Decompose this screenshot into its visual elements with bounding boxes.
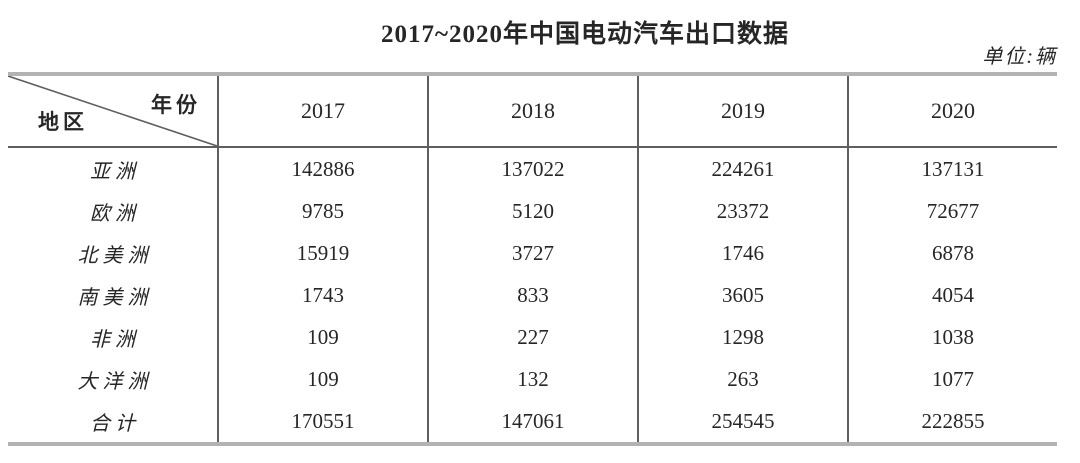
column-header-2017: 2017: [217, 76, 427, 148]
table-cell: 23372: [637, 190, 847, 232]
table-cell: 254545: [637, 400, 847, 442]
column-header-2019: 2019: [637, 76, 847, 148]
table-cell: 137131: [847, 148, 1057, 190]
corner-label-year: 年份: [151, 94, 201, 117]
table-title: 2017~2020年中国电动汽车出口数据: [380, 21, 789, 48]
table-cell: 5120: [427, 190, 637, 232]
row-label-oceania: 大洋洲: [8, 358, 217, 400]
column-header-2018: 2018: [427, 76, 637, 148]
row-label-north-america: 北美洲: [8, 232, 217, 274]
table-cell: 170551: [217, 400, 427, 442]
table-cell: 4054: [847, 274, 1057, 316]
column-header-2020: 2020: [847, 76, 1057, 148]
table-cell: 1743: [217, 274, 427, 316]
table-cell: 1077: [847, 358, 1057, 400]
row-label-africa: 非洲: [8, 316, 217, 358]
row-label-europe: 欧洲: [8, 190, 217, 232]
ev-export-table: 年份 地区 2017 2018 2019 2020 亚洲 142886 1370…: [8, 72, 1057, 446]
table-cell: 109: [217, 358, 427, 400]
table-cell: 132: [427, 358, 637, 400]
table-cell: 142886: [217, 148, 427, 190]
table-cell: 227: [427, 316, 637, 358]
diagonal-divider-line: [8, 76, 217, 146]
table-cell: 1746: [637, 232, 847, 274]
table-cell: 9785: [217, 190, 427, 232]
table-cell: 6878: [847, 232, 1057, 274]
table-cell: 833: [427, 274, 637, 316]
table-cell: 263: [637, 358, 847, 400]
table-cell: 1038: [847, 316, 1057, 358]
table-cell: 222855: [847, 400, 1057, 442]
corner-label-region: 地区: [38, 111, 88, 134]
row-label-total: 合计: [8, 400, 217, 442]
table-cell: 1298: [637, 316, 847, 358]
table-cell: 109: [217, 316, 427, 358]
row-label-asia: 亚洲: [8, 148, 217, 190]
table-cell: 15919: [217, 232, 427, 274]
corner-header-cell: 年份 地区: [8, 76, 217, 148]
row-label-south-america: 南美洲: [8, 274, 217, 316]
table-cell: 224261: [637, 148, 847, 190]
table-cell: 72677: [847, 190, 1057, 232]
table-cell: 137022: [427, 148, 637, 190]
table-cell: 147061: [427, 400, 637, 442]
unit-label: 单位:辆: [982, 46, 1057, 68]
table-cell: 3727: [427, 232, 637, 274]
table-cell: 3605: [637, 274, 847, 316]
